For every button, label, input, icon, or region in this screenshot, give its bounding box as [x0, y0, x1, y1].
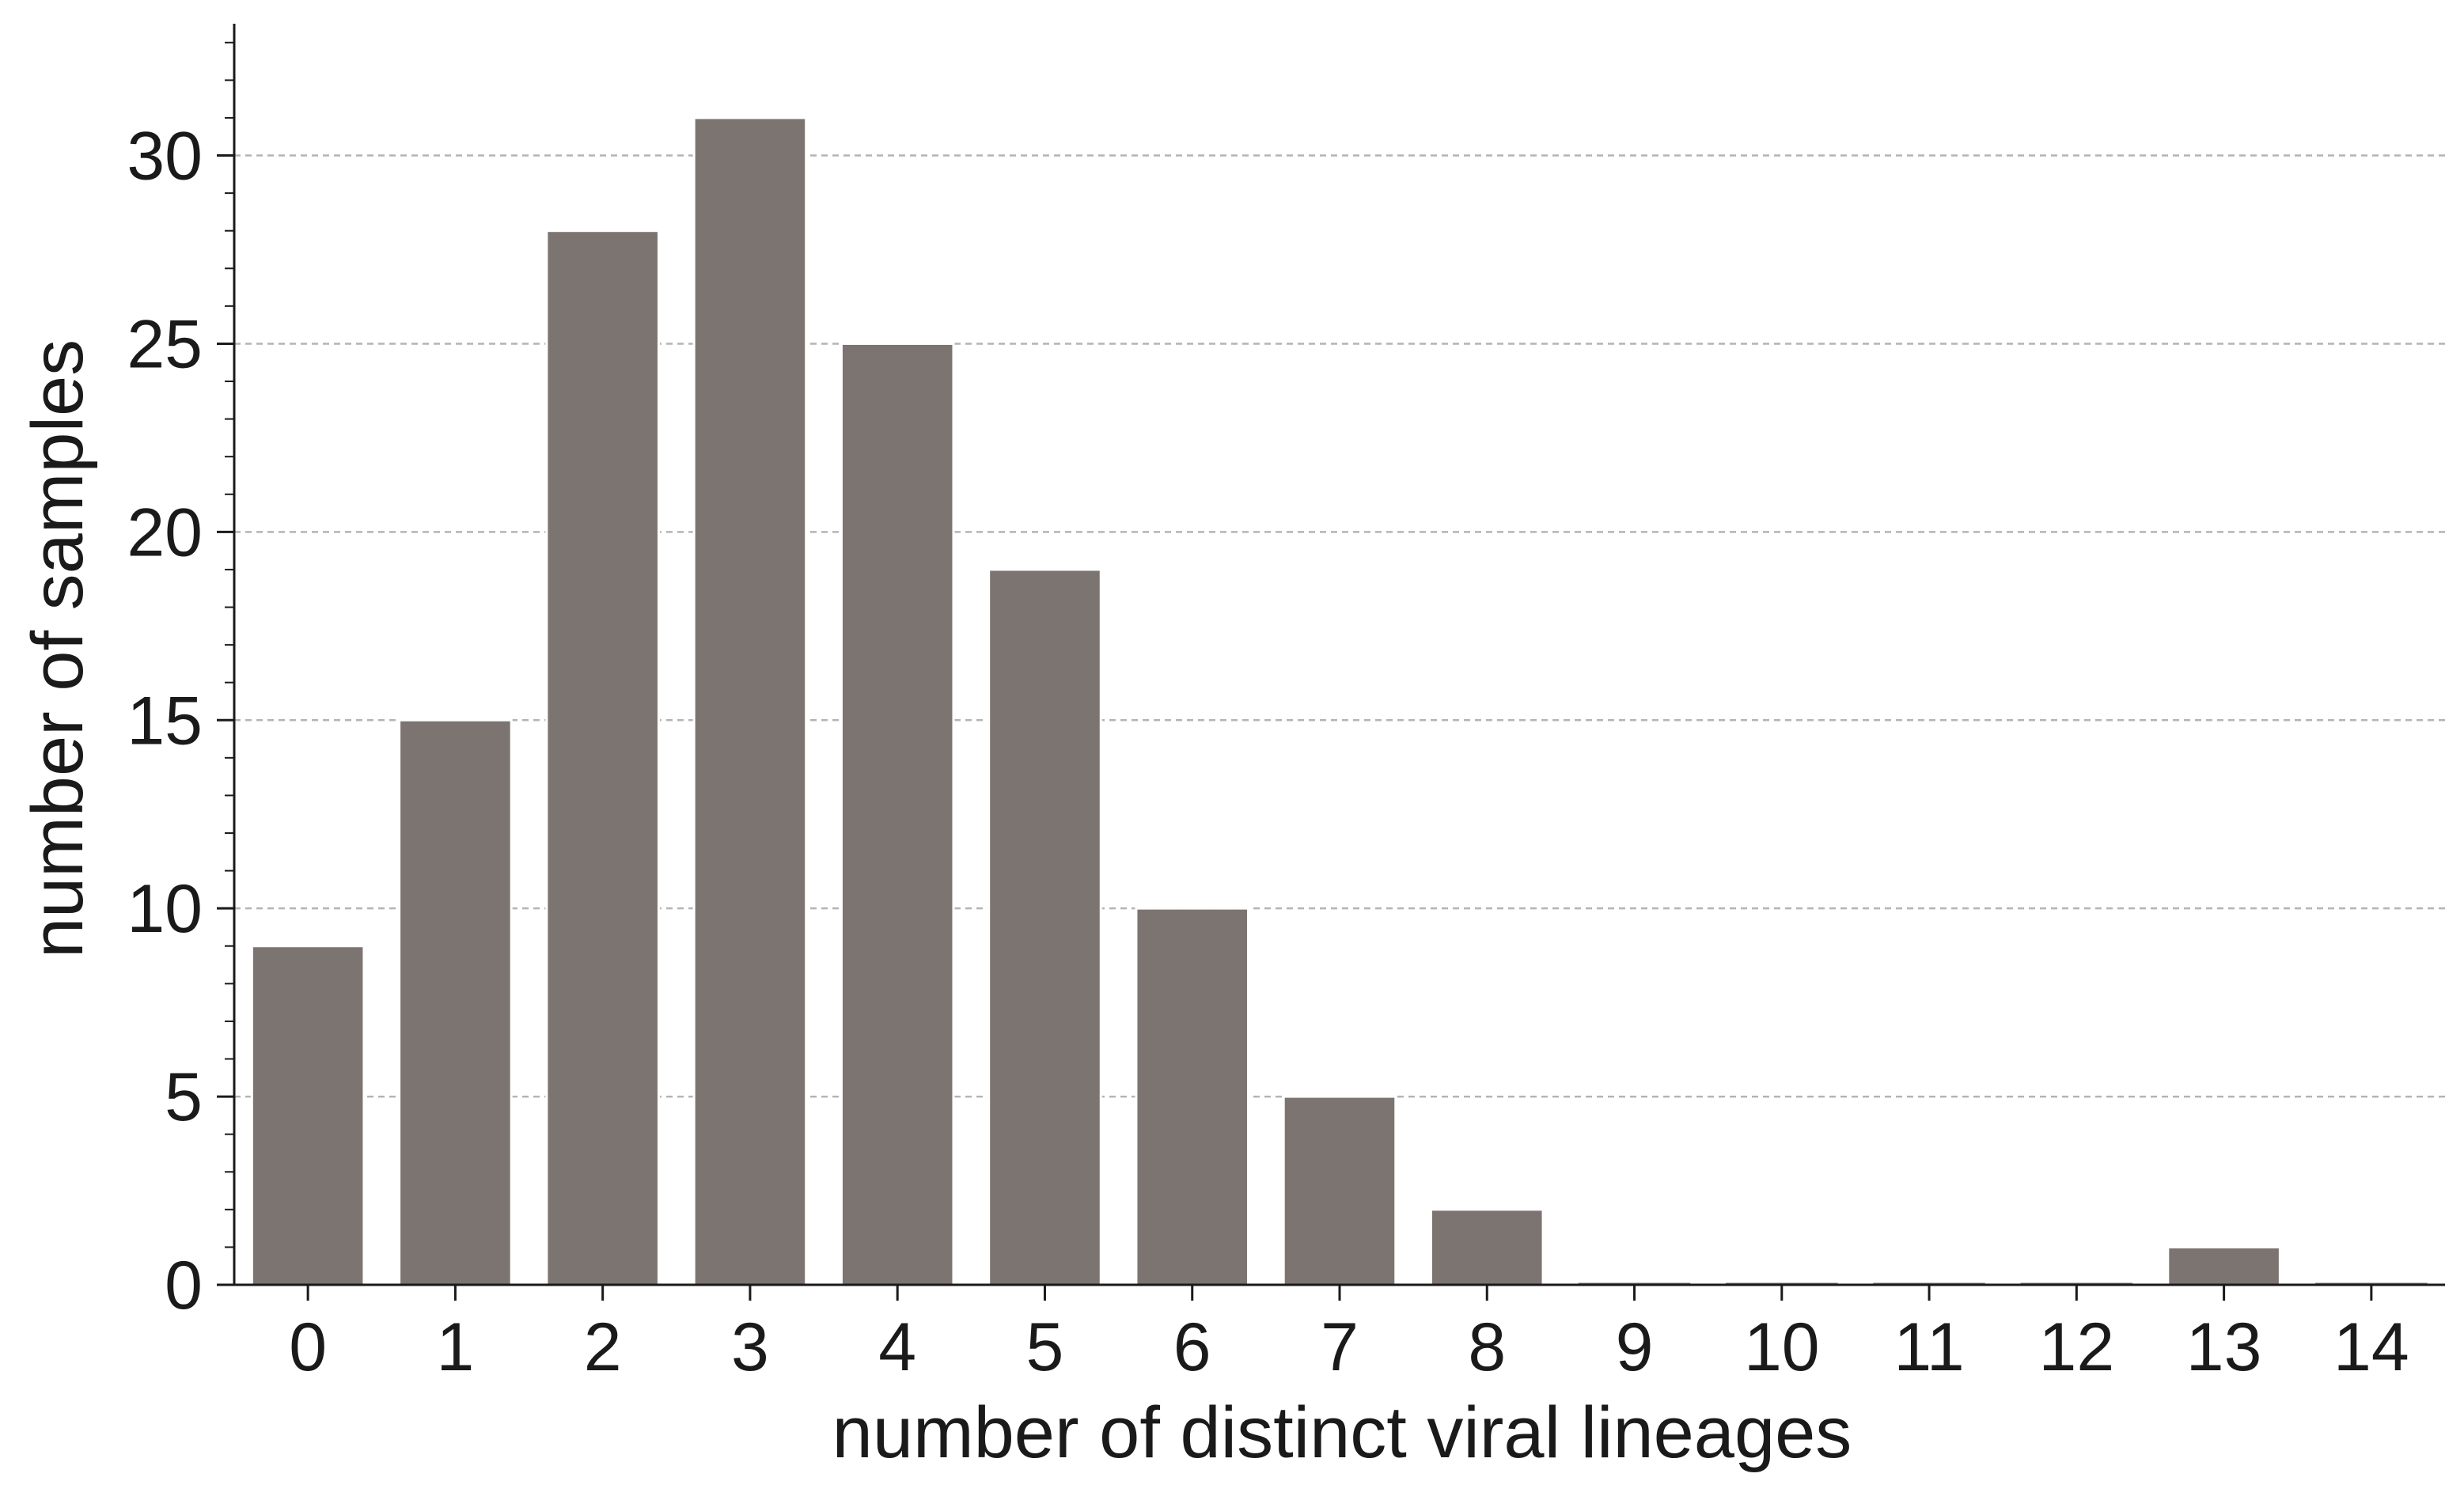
- x-tick-label: 4: [878, 1309, 916, 1385]
- y-tick-label: 5: [165, 1059, 203, 1135]
- x-tick-label: 14: [2333, 1309, 2409, 1385]
- y-tick-label: 20: [127, 494, 203, 570]
- x-tick-label: 8: [1468, 1309, 1506, 1385]
- x-tick-label: 12: [2038, 1309, 2114, 1385]
- x-axis-title: number of distinct viral lineages: [832, 1392, 1852, 1473]
- bar: [545, 229, 660, 1286]
- x-tick-label: 13: [2186, 1309, 2262, 1385]
- bar: [692, 116, 808, 1286]
- x-tick-label: 1: [436, 1309, 474, 1385]
- y-tick-label: 25: [127, 306, 203, 382]
- bar: [398, 718, 513, 1286]
- x-tick-label: 3: [731, 1309, 769, 1385]
- x-tick-label: 9: [1616, 1309, 1654, 1385]
- bars-layer: [250, 116, 2428, 1286]
- x-tick-label: 11: [1893, 1309, 1964, 1385]
- x-tick-label: 10: [1744, 1309, 1820, 1385]
- bar: [840, 342, 955, 1286]
- y-axis-title: number of samples: [17, 339, 98, 958]
- x-tick-label: 2: [584, 1309, 622, 1385]
- bar: [2166, 1245, 2281, 1286]
- bar: [987, 568, 1102, 1286]
- x-tick-label: 7: [1321, 1309, 1359, 1385]
- x-tick-label: 5: [1026, 1309, 1064, 1385]
- bar: [250, 945, 366, 1286]
- x-tick-label: 6: [1173, 1309, 1211, 1385]
- y-tick-label: 30: [127, 119, 203, 195]
- bar: [1282, 1095, 1397, 1286]
- y-tick-label: 0: [165, 1248, 203, 1324]
- bar: [1429, 1208, 1545, 1286]
- x-tick-label: 0: [289, 1309, 327, 1385]
- bar: [1135, 907, 1250, 1286]
- y-tick-label: 10: [127, 871, 203, 947]
- y-tick-label: 15: [127, 683, 203, 759]
